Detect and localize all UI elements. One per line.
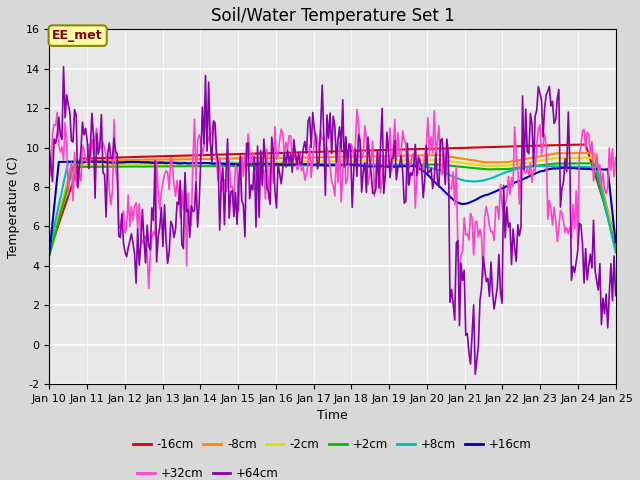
-16cm — [243, 151, 250, 157]
+8cm — [582, 164, 589, 170]
-16cm — [233, 151, 241, 157]
-8cm — [214, 156, 222, 162]
Line: +2cm: +2cm — [49, 163, 616, 256]
X-axis label: Time: Time — [317, 409, 348, 422]
+32cm — [612, 155, 620, 161]
-8cm — [612, 240, 620, 245]
Line: +8cm: +8cm — [49, 161, 616, 252]
Line: -8cm: -8cm — [49, 153, 616, 252]
+64cm — [584, 277, 591, 283]
+8cm — [295, 161, 303, 167]
-16cm — [45, 249, 53, 255]
-8cm — [243, 156, 250, 161]
+32cm — [236, 176, 244, 182]
+16cm — [116, 160, 124, 166]
+16cm — [216, 160, 223, 166]
-16cm — [580, 142, 588, 147]
+2cm — [580, 160, 588, 166]
Line: +64cm: +64cm — [49, 67, 616, 374]
-2cm — [233, 160, 241, 166]
+32cm — [145, 286, 152, 291]
+64cm — [216, 227, 223, 233]
-2cm — [589, 155, 597, 161]
+16cm — [93, 159, 100, 165]
+64cm — [235, 182, 243, 188]
+8cm — [116, 159, 124, 165]
Line: +16cm: +16cm — [49, 162, 616, 253]
+32cm — [45, 143, 53, 148]
+32cm — [218, 189, 225, 194]
+32cm — [296, 150, 304, 156]
+8cm — [612, 250, 620, 255]
+2cm — [214, 163, 222, 169]
-8cm — [293, 155, 301, 160]
+8cm — [235, 160, 243, 166]
Text: EE_met: EE_met — [52, 29, 103, 42]
+2cm — [243, 163, 250, 169]
-16cm — [214, 152, 222, 157]
Title: Soil/Water Temperature Set 1: Soil/Water Temperature Set 1 — [211, 7, 454, 25]
-8cm — [45, 250, 53, 255]
+32cm — [246, 147, 253, 153]
+16cm — [582, 166, 589, 172]
-16cm — [612, 237, 620, 242]
+2cm — [293, 163, 301, 168]
-2cm — [214, 160, 222, 166]
+64cm — [295, 150, 303, 156]
Line: -2cm: -2cm — [49, 158, 616, 255]
-8cm — [580, 150, 588, 156]
+32cm — [202, 104, 209, 110]
-8cm — [115, 157, 123, 163]
-2cm — [580, 155, 588, 161]
-2cm — [115, 161, 123, 167]
-2cm — [45, 252, 53, 258]
+16cm — [612, 240, 620, 245]
-8cm — [589, 150, 597, 156]
+64cm — [244, 140, 252, 146]
+8cm — [45, 246, 53, 252]
+64cm — [612, 293, 620, 299]
-8cm — [233, 156, 241, 161]
Line: -16cm: -16cm — [49, 144, 616, 252]
+8cm — [244, 161, 252, 167]
+32cm — [115, 222, 123, 228]
+16cm — [45, 251, 53, 256]
-2cm — [293, 159, 301, 165]
Y-axis label: Temperature (C): Temperature (C) — [7, 156, 20, 258]
+64cm — [116, 235, 124, 240]
+32cm — [584, 129, 591, 135]
+16cm — [244, 161, 252, 167]
+16cm — [295, 161, 303, 167]
+2cm — [233, 163, 241, 169]
+2cm — [115, 164, 123, 169]
+8cm — [216, 160, 223, 166]
Line: +32cm: +32cm — [49, 107, 616, 288]
Legend: +32cm, +64cm: +32cm, +64cm — [132, 462, 284, 480]
+16cm — [235, 162, 243, 168]
+8cm — [65, 158, 72, 164]
-16cm — [115, 155, 123, 160]
-2cm — [612, 242, 620, 248]
-2cm — [243, 160, 250, 166]
+2cm — [45, 253, 53, 259]
+64cm — [472, 371, 479, 377]
+64cm — [45, 149, 53, 155]
+64cm — [60, 64, 67, 70]
+2cm — [589, 160, 597, 166]
+2cm — [612, 245, 620, 251]
-16cm — [293, 150, 301, 156]
-16cm — [582, 142, 589, 147]
